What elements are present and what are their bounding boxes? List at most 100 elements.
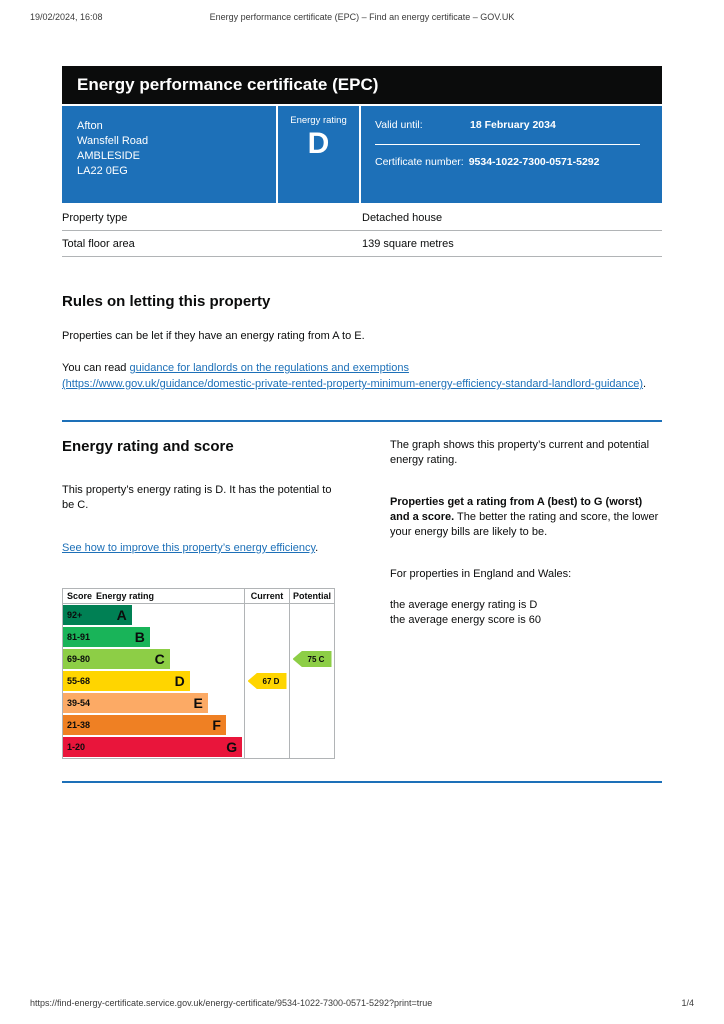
band-area: 69-80 C bbox=[63, 648, 244, 670]
certificate-content: Energy performance certificate (EPC) Aft… bbox=[62, 66, 662, 799]
graph-description: The graph shows this property’s current … bbox=[390, 439, 650, 466]
average-score: the average energy score is 60 bbox=[390, 614, 542, 626]
guidance-paragraph: You can read guidance for landlords on t… bbox=[62, 360, 662, 392]
energy-rating-value: D bbox=[307, 127, 330, 160]
certificate-summary: Afton Wansfell Road AMBLESIDE LA22 0EG E… bbox=[62, 106, 662, 203]
energy-rating-right-column: The graph shows this property’s current … bbox=[390, 438, 662, 759]
valid-until-row: Valid until: 18 February 2034 bbox=[375, 119, 640, 131]
potential-cell bbox=[289, 604, 334, 626]
improve-efficiency-link[interactable]: See how to improve this property’s energ… bbox=[62, 542, 316, 554]
averages: the average energy rating is D the avera… bbox=[390, 598, 662, 628]
band-area: 39-54 E bbox=[63, 692, 244, 714]
current-cell bbox=[244, 604, 289, 626]
band-area: 21-38 F bbox=[63, 714, 244, 736]
band-letter: F bbox=[212, 717, 221, 733]
certificate-validity: Valid until: 18 February 2034 Certificat… bbox=[361, 106, 662, 203]
letting-rules-section: Rules on letting this property Propertie… bbox=[62, 293, 662, 392]
landlord-guidance-link[interactable]: guidance for landlords on the regulation… bbox=[62, 362, 643, 390]
floor-area-label: Total floor area bbox=[62, 238, 135, 250]
current-column-header: Current bbox=[244, 589, 289, 603]
epc-band-row-d: 55-68 D 67 D bbox=[63, 670, 334, 692]
energy-rating-label: Energy rating bbox=[290, 115, 347, 126]
table-row: Total floor area 139 square metres bbox=[62, 231, 662, 257]
potential-cell: 75 C bbox=[289, 648, 334, 670]
valid-until-date: 18 February 2034 bbox=[470, 119, 556, 131]
rules-paragraph: Properties can be let if they have an en… bbox=[62, 330, 365, 342]
rating-explanation: Properties get a rating from A (best) to… bbox=[390, 495, 662, 540]
print-datetime: 19/02/2024, 16:08 bbox=[30, 12, 103, 22]
rating-summary: This property’s energy rating is D. It h… bbox=[62, 484, 332, 511]
energy-rating-left-column: Energy rating and score This property’s … bbox=[62, 438, 340, 759]
epc-band-row-g: 1-20 G bbox=[63, 736, 334, 758]
band-bar-g: 1-20 G bbox=[63, 737, 243, 757]
epc-band-row-c: 69-80 C 75 C bbox=[63, 648, 334, 670]
certificate-number: 9534-1022-7300-0571-5292 bbox=[468, 156, 600, 168]
band-bar-a: 92+ A bbox=[63, 605, 132, 625]
energy-heading: Energy rating and score bbox=[62, 438, 234, 455]
rules-heading: Rules on letting this property bbox=[62, 293, 271, 310]
energy-rating-box: Energy rating D bbox=[276, 106, 361, 203]
potential-cell bbox=[289, 692, 334, 714]
band-bar-e: 39-54 E bbox=[63, 693, 208, 713]
epc-title-banner: Energy performance certificate (EPC) bbox=[62, 66, 662, 104]
potential-rating-marker: 75 C bbox=[292, 651, 332, 667]
band-bar-c: 69-80 C bbox=[63, 649, 170, 669]
band-letter: B bbox=[134, 629, 145, 645]
page-title: Energy performance certificate (EPC) bbox=[77, 75, 379, 94]
certificate-number-label: Certificate number: bbox=[375, 156, 464, 168]
band-bar-f: 21-38 F bbox=[63, 715, 226, 735]
current-cell bbox=[244, 692, 289, 714]
property-type-value: Detached house bbox=[362, 212, 443, 224]
address-line: LA22 0EG bbox=[77, 165, 128, 177]
epc-band-row-e: 39-54 E bbox=[63, 692, 334, 714]
landlord-guidance-link-text[interactable]: guidance for landlords on the regulation… bbox=[129, 362, 409, 374]
score-column-header: Score bbox=[67, 591, 93, 601]
current-cell bbox=[244, 736, 289, 758]
band-bar-b: 81-91 B bbox=[63, 627, 150, 647]
potential-cell bbox=[289, 626, 334, 648]
band-letter: A bbox=[116, 607, 127, 623]
print-footer: https://find-energy-certificate.service.… bbox=[30, 998, 694, 1008]
chart-rows: 92+ A 81-91 B 69-80 C 75 C 55-68 D 67 D 39-54 E 21-3… bbox=[63, 604, 334, 758]
potential-cell bbox=[289, 736, 334, 758]
band-score-range: 69-80 bbox=[67, 654, 91, 664]
band-score-range: 39-54 bbox=[67, 698, 91, 708]
band-area: 55-68 D bbox=[63, 670, 244, 692]
epc-band-row-f: 21-38 F bbox=[63, 714, 334, 736]
valid-until-label: Valid until: bbox=[375, 119, 423, 131]
print-title: Energy performance certificate (EPC) – F… bbox=[209, 12, 515, 22]
band-letter: D bbox=[174, 673, 185, 689]
average-rating: the average energy rating is D bbox=[390, 599, 538, 611]
current-cell: 67 D bbox=[244, 670, 289, 692]
page-number: 1/4 bbox=[681, 998, 694, 1008]
property-details-table: Property type Detached house Total floor… bbox=[62, 205, 662, 257]
epc-band-row-a: 92+ A bbox=[63, 604, 334, 626]
rating-explanation-rest: The better the rating and score, the low… bbox=[390, 511, 659, 538]
property-type-label: Property type bbox=[62, 212, 128, 224]
region-note: For properties in England and Wales: bbox=[390, 568, 572, 580]
band-letter: E bbox=[193, 695, 203, 711]
print-url: https://find-energy-certificate.service.… bbox=[30, 998, 433, 1008]
print-header: 19/02/2024, 16:08 Energy performance cer… bbox=[0, 12, 724, 22]
rating-explanation-bold: Properties get a rating from A (best) to… bbox=[390, 496, 643, 523]
address-line: Wansfell Road bbox=[77, 135, 149, 147]
band-area: 1-20 G bbox=[63, 736, 244, 758]
band-score-range: 81-91 bbox=[67, 632, 91, 642]
current-cell bbox=[244, 714, 289, 736]
rating-column-header: Energy rating bbox=[96, 591, 155, 601]
section-divider bbox=[62, 420, 662, 422]
improve-paragraph: See how to improve this property’s energ… bbox=[62, 541, 340, 556]
potential-cell bbox=[289, 714, 334, 736]
address-line: Afton bbox=[77, 120, 103, 132]
current-rating-marker: 67 D bbox=[247, 673, 287, 689]
band-area: 81-91 B bbox=[63, 626, 244, 648]
guidance-suffix: . bbox=[643, 378, 647, 390]
chart-header: Score Energy rating Current Potential bbox=[63, 589, 334, 604]
guidance-prefix: You can read bbox=[62, 362, 130, 374]
band-score-range: 92+ bbox=[67, 610, 83, 620]
potential-cell bbox=[289, 670, 334, 692]
band-letter: G bbox=[226, 739, 238, 755]
section-divider bbox=[62, 781, 662, 783]
landlord-guidance-link-url[interactable]: (https://www.gov.uk/guidance/domestic-pr… bbox=[62, 378, 644, 390]
energy-rating-section: Energy rating and score This property’s … bbox=[62, 438, 662, 759]
